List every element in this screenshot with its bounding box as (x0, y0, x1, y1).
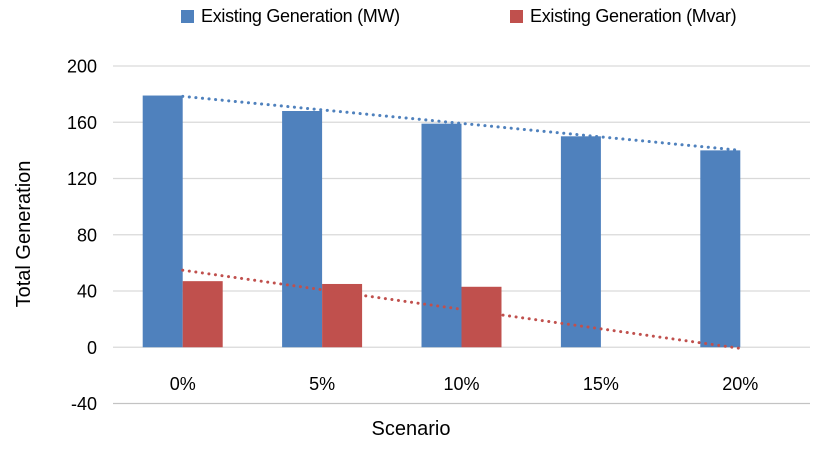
bar-mvar-0% (182, 281, 223, 348)
bar-mw-5% (282, 111, 323, 348)
y-tick-label-80: 80 (77, 225, 97, 245)
bar-mw-15% (560, 136, 601, 348)
y-axis-title: Total Generation (13, 161, 35, 308)
bar-mw-10% (421, 123, 462, 348)
bars (142, 95, 741, 348)
y-tick-label--40: -40 (71, 394, 97, 414)
y-tick-label-40: 40 (77, 282, 97, 302)
legend-label-mvar: Existing Generation (Mvar) (530, 5, 737, 26)
bar-mw-0% (142, 95, 183, 348)
x-category-label-5%: 5% (309, 374, 335, 394)
trendlines (181, 94, 742, 350)
bar-mvar-5% (322, 283, 363, 348)
bar-mvar-10% (461, 286, 502, 348)
x-category-label-0%: 0% (170, 374, 196, 394)
trendline-mw (181, 94, 742, 152)
y-tick-label-200: 200 (67, 57, 97, 77)
x-category-label-15%: 15% (583, 374, 619, 394)
y-tick-label-0: 0 (87, 338, 97, 358)
axis-labels: -40 0 40 80 120 160 200 0% 5% 10% 15% 20% (67, 57, 758, 415)
legend-item-mvar: Existing Generation (Mvar) (510, 4, 737, 28)
y-tick-label-160: 160 (67, 113, 97, 133)
x-category-label-10%: 10% (443, 374, 479, 394)
legend-swatch-mw-icon (181, 9, 194, 23)
legend-swatch-mvar-icon (510, 9, 523, 23)
y-tick-label-120: 120 (67, 169, 97, 189)
x-category-label-20%: 20% (722, 374, 758, 394)
x-axis-title: Scenario (372, 418, 451, 440)
trendline-mvar (181, 268, 742, 350)
legend-item-mw: Existing Generation (MW) (181, 4, 400, 28)
bar-mw-20% (700, 150, 741, 348)
legend-label-mw: Existing Generation (MW) (201, 5, 400, 26)
